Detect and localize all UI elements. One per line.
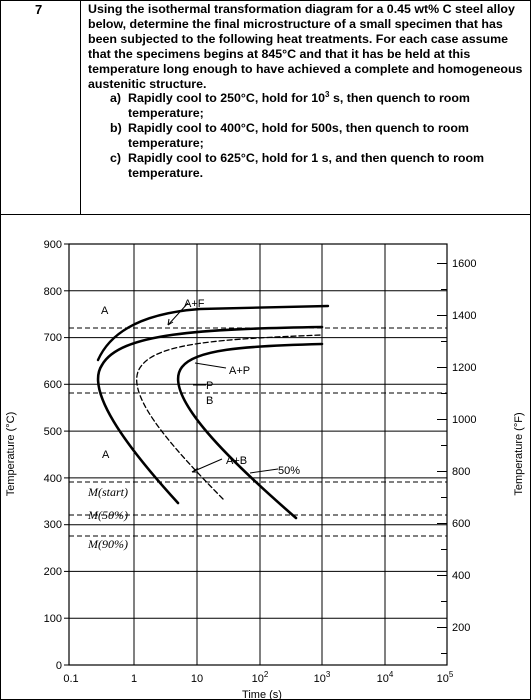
region-label-austenite-top: A: [101, 305, 109, 317]
part-text: Rapidly cool to 400°C, hold for 500s, th…: [128, 121, 469, 151]
part-label: b): [110, 121, 122, 136]
tick-300: 300: [44, 519, 62, 531]
tick-700: 700: [44, 332, 62, 344]
y-left-axis-label: Temperature (°C): [5, 412, 17, 496]
question-number: 7: [35, 2, 43, 17]
leader-a-plus-f: [167, 302, 189, 326]
transformation-curves: [96, 304, 330, 520]
part-label: c): [110, 151, 122, 166]
tick-400: 400: [44, 473, 62, 485]
pearlite-finish-curve: [176, 342, 324, 520]
fifty-percent-curve: [136, 334, 323, 500]
row-divider: [0, 214, 531, 215]
part-text: Rapidly cool to 625°C, hold for 1 s, and…: [128, 151, 485, 180]
part-text: Rapidly cool to 250°C, hold for 10: [128, 91, 326, 106]
martensite-90-label: M(90%): [87, 537, 128, 551]
question-parts: a) Rapidly cool to 250°C, hold for 103 s,…: [88, 91, 524, 180]
region-label-bainite: B: [206, 395, 213, 407]
right-tick-labels: 1600 1400 1200 1000 800 600 400 200: [452, 258, 476, 634]
tick-200: 200: [44, 566, 62, 578]
y-right-axis-label: Temperature (°F): [513, 412, 525, 495]
leader-a-plus-b: [191, 458, 223, 473]
tick-800: 800: [44, 286, 62, 298]
ferrite-start-curve: [96, 304, 330, 362]
region-label-austenite-bottom: A: [102, 449, 110, 461]
right-axis-ticks: [437, 263, 447, 654]
part-superscript: 3: [325, 90, 330, 100]
x-tick-4: 103: [314, 670, 331, 685]
region-label-fifty-percent: 50%: [278, 465, 300, 477]
region-label-austenite-pearlite: A+P: [229, 365, 250, 377]
vertical-gridlines: [133, 244, 386, 665]
martensite-50-label: M(50%): [87, 508, 128, 522]
x-axis-label: Time (s): [242, 689, 282, 700]
left-axis-ticks: [64, 243, 69, 666]
tick-1600: 1600: [452, 258, 476, 270]
tick-200-f: 200: [452, 622, 470, 634]
tick-1200: 1200: [452, 362, 476, 374]
plot-frame: [68, 243, 448, 666]
left-tick-labels: 900 800 700 600 500 400 300 200 100 0: [44, 239, 62, 672]
x-tick-2: 10: [191, 673, 203, 685]
horizontal-gridlines: [69, 290, 447, 619]
martensite-start-label: M(start): [87, 485, 128, 499]
tick-1000: 1000: [452, 414, 476, 426]
x-tick-5: 104: [377, 670, 394, 685]
arrowhead-a-plus-f: [167, 318, 174, 326]
column-divider: [80, 0, 81, 214]
region-label-austenite-bainite: A+B: [226, 455, 247, 467]
question-stem: Using the isothermal transformation diag…: [88, 2, 523, 91]
tick-100: 100: [44, 613, 62, 625]
question-part-b: b) Rapidly cool to 400°C, hold for 500s, …: [88, 121, 524, 151]
dashed-reference-lines: [69, 327, 447, 537]
arrowhead-a-plus-b: [191, 467, 199, 473]
tick-400-f: 400: [452, 570, 470, 582]
leader-50-percent: [249, 468, 279, 474]
question-part-a: a) Rapidly cool to 250°C, hold for 103 s,…: [88, 91, 524, 121]
part-label: a): [110, 91, 122, 106]
region-label-pearlite: P: [206, 380, 213, 392]
question-text: Using the isothermal transformation diag…: [88, 2, 524, 181]
isothermal-transformation-diagram: A A+F A+P P B A+B A 50% M(start) M(50%) …: [5, 239, 525, 700]
region-label-austenite-ferrite: A+F: [184, 298, 205, 310]
tick-800-f: 800: [452, 466, 470, 478]
x-tick-labels: 0.1 1 10 102 103 104 105: [63, 670, 454, 685]
leader-lines: [167, 302, 279, 474]
x-tick-3: 102: [252, 670, 269, 685]
tick-500: 500: [44, 426, 62, 438]
tick-1400: 1400: [452, 310, 476, 322]
x-tick-0: 0.1: [63, 673, 78, 685]
tick-600-f: 600: [452, 518, 470, 530]
tick-900: 900: [44, 239, 62, 251]
leader-a-plus-p: [194, 362, 227, 369]
question-part-c: c) Rapidly cool to 625°C, hold for 1 s, a…: [88, 151, 524, 181]
tick-0: 0: [56, 660, 62, 672]
tick-600: 600: [44, 379, 62, 391]
pearlite-start-curve: [96, 325, 324, 505]
part-text-end: s, then quench to room temperature;: [128, 91, 470, 121]
x-tick-1: 1: [131, 673, 137, 685]
x-tick-6: 105: [437, 670, 454, 685]
